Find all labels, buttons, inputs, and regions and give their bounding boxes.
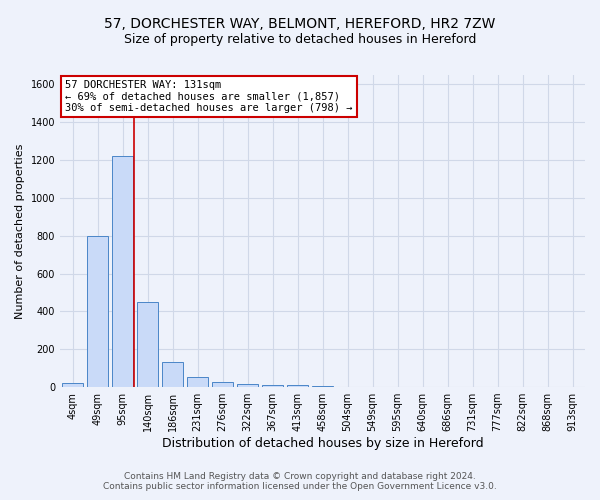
Bar <box>237 384 258 387</box>
Text: Contains HM Land Registry data © Crown copyright and database right 2024.: Contains HM Land Registry data © Crown c… <box>124 472 476 481</box>
Text: 57 DORCHESTER WAY: 131sqm
← 69% of detached houses are smaller (1,857)
30% of se: 57 DORCHESTER WAY: 131sqm ← 69% of detac… <box>65 80 353 113</box>
Bar <box>262 385 283 387</box>
Bar <box>62 383 83 387</box>
Text: Size of property relative to detached houses in Hereford: Size of property relative to detached ho… <box>124 32 476 46</box>
Bar <box>187 376 208 387</box>
X-axis label: Distribution of detached houses by size in Hereford: Distribution of detached houses by size … <box>162 437 484 450</box>
Text: 57, DORCHESTER WAY, BELMONT, HEREFORD, HR2 7ZW: 57, DORCHESTER WAY, BELMONT, HEREFORD, H… <box>104 18 496 32</box>
Bar <box>162 362 183 387</box>
Bar <box>287 385 308 387</box>
Bar <box>212 382 233 387</box>
Bar <box>87 236 108 387</box>
Bar <box>112 156 133 387</box>
Text: Contains public sector information licensed under the Open Government Licence v3: Contains public sector information licen… <box>103 482 497 491</box>
Y-axis label: Number of detached properties: Number of detached properties <box>15 144 25 318</box>
Bar <box>137 302 158 387</box>
Bar <box>312 386 333 387</box>
